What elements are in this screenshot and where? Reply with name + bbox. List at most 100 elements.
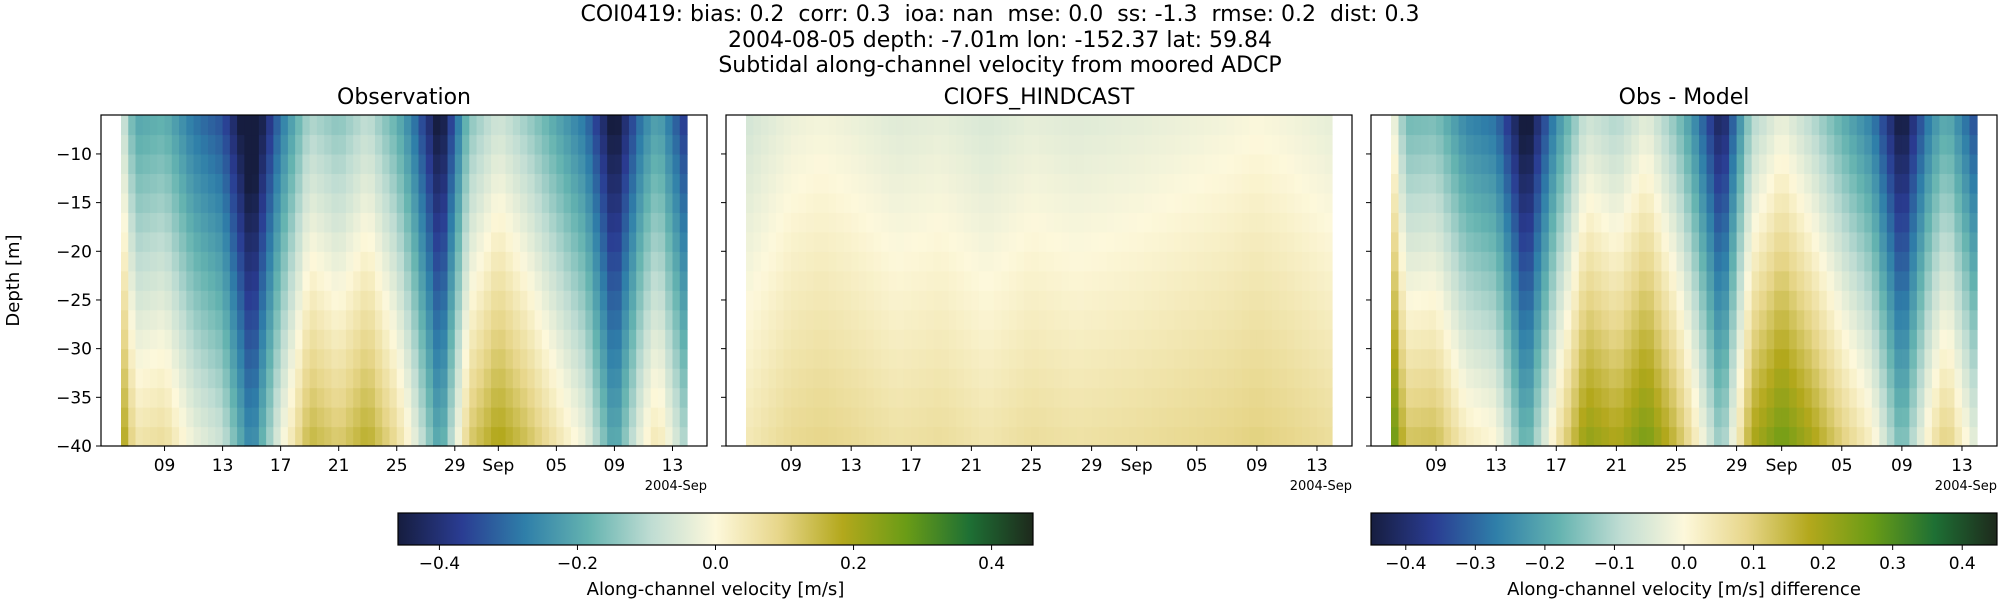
heatmap-cell: [1811, 368, 1820, 389]
heatmap-cell: [1608, 387, 1617, 408]
heatmap-cell: [636, 231, 645, 252]
heatmap-cell: [1721, 426, 1730, 447]
heatmap-cell: [621, 329, 630, 350]
heatmap-cell: [806, 153, 815, 175]
heatmap-cell: [302, 270, 311, 291]
heatmap-cell: [592, 387, 601, 408]
heatmap-cell: [128, 192, 137, 213]
heatmap-cell: [1001, 407, 1010, 428]
heatmap-cell: [993, 153, 1003, 175]
heatmap-cell: [360, 251, 369, 272]
heatmap-cell: [813, 153, 822, 175]
heatmap-cell: [1849, 134, 1858, 155]
heatmap-cell: [287, 426, 296, 447]
heatmap-cell: [978, 426, 988, 447]
heatmap-cell: [1226, 212, 1235, 233]
heatmap-cell: [1653, 251, 1663, 272]
heatmap-cell: [1931, 290, 1941, 311]
heatmap-cell: [1279, 153, 1288, 175]
heatmap-cell: [1646, 153, 1655, 175]
heatmap-cell: [244, 251, 253, 272]
heatmap-cell: [828, 153, 837, 175]
heatmap-cell: [1091, 212, 1100, 233]
heatmap-cell: [1676, 270, 1685, 291]
x-tick-label: 13: [840, 456, 862, 476]
heatmap-cell: [621, 407, 630, 428]
heatmap-cell: [244, 387, 253, 408]
heatmap-cell: [911, 173, 920, 194]
heatmap-cell: [1129, 231, 1138, 252]
heatmap-cell: [1879, 251, 1888, 272]
heatmap-cell: [411, 134, 420, 155]
heatmap-cell: [171, 348, 180, 369]
heatmap-cell: [360, 270, 369, 291]
heatmap-cell: [941, 134, 950, 155]
heatmap-cell: [534, 153, 543, 175]
heatmap-cell: [1616, 153, 1625, 175]
heatmap-cell: [1189, 192, 1198, 213]
heatmap-cell: [1144, 309, 1153, 330]
heatmap-cell: [1046, 115, 1055, 136]
heatmap-cell: [1458, 309, 1467, 330]
heatmap-cell: [1151, 115, 1160, 136]
heatmap-cell: [1159, 329, 1168, 350]
heatmap-cell: [1271, 407, 1281, 428]
heatmap-cell: [657, 387, 666, 408]
heatmap-cell: [746, 212, 755, 233]
heatmap-cell: [1316, 368, 1326, 389]
heatmap-cell: [1226, 387, 1235, 408]
heatmap-cell: [1451, 348, 1460, 369]
heatmap-cell: [1076, 387, 1085, 408]
heatmap-cell: [1804, 115, 1813, 136]
heatmap-cell: [1774, 426, 1783, 447]
heatmap-cell: [498, 231, 507, 252]
heatmap-cell: [309, 153, 318, 175]
heatmap-cell: [1286, 387, 1296, 408]
heatmap-cell: [215, 407, 224, 428]
heatmap-cell: [128, 290, 137, 311]
heatmap-cell: [926, 270, 935, 291]
heatmap-cell: [142, 387, 151, 408]
heatmap-cell: [1114, 192, 1123, 213]
heatmap-cell: [1144, 290, 1153, 311]
heatmap-cell: [851, 309, 860, 330]
heatmap-cell: [476, 231, 485, 252]
heatmap-cell: [1428, 426, 1437, 447]
heatmap-cell: [1054, 231, 1063, 252]
heatmap-cell: [836, 173, 845, 194]
heatmap-cell: [1796, 192, 1805, 213]
heatmap-cell: [1849, 231, 1858, 252]
heatmap-cell: [1069, 192, 1078, 213]
heatmap-cell: [1653, 387, 1663, 408]
heatmap-cell: [1136, 212, 1145, 233]
heatmap-cell: [244, 173, 253, 194]
heatmap-cell: [621, 153, 630, 175]
heatmap-cell: [866, 251, 875, 272]
heatmap-cell: [1714, 426, 1723, 447]
heatmap-cell: [360, 173, 369, 194]
heatmap-cell: [665, 115, 674, 136]
heatmap-cell: [1924, 251, 1933, 272]
heatmap-cell: [1398, 329, 1407, 350]
heatmap-cell: [1578, 251, 1587, 272]
heatmap-cell: [215, 368, 224, 389]
heatmap-cell: [896, 407, 905, 428]
heatmap-cell: [309, 134, 318, 155]
heatmap-cell: [1646, 231, 1655, 252]
heatmap-cell: [1736, 290, 1745, 311]
heatmap-cell: [1886, 212, 1895, 233]
heatmap-cell: [1699, 329, 1708, 350]
heatmap-cell: [1969, 134, 1978, 155]
heatmap-cell: [1428, 115, 1437, 136]
heatmap-cell: [933, 212, 942, 233]
heatmap-cell: [1946, 309, 1956, 330]
heatmap-cell: [1136, 368, 1145, 389]
heatmap-cell: [570, 212, 579, 233]
heatmap-cell: [1249, 387, 1258, 408]
heatmap-cell: [1593, 251, 1602, 272]
heatmap-cell: [679, 134, 688, 155]
heatmap-cell: [1879, 290, 1888, 311]
heatmap-cell: [851, 134, 860, 155]
heatmap-cell: [345, 368, 354, 389]
heatmap-cell: [1166, 192, 1175, 213]
